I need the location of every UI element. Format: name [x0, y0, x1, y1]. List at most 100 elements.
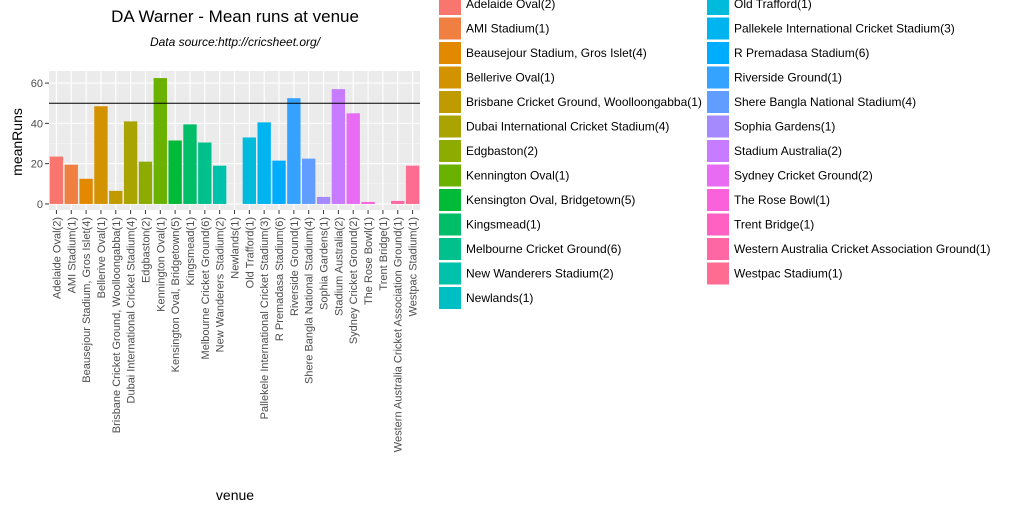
legend-key: [439, 287, 461, 309]
legend-key: [707, 262, 729, 285]
x-tick-label: The Rose Bowl(1): [363, 217, 375, 305]
y-axis-ticks: 0 20 40 60: [31, 78, 49, 211]
legend-key: [707, 164, 729, 187]
legend-label: Western Australia Cricket Association Gr…: [734, 242, 991, 256]
bar: [138, 161, 153, 204]
legend-key: [439, 42, 461, 64]
x-tick-label: Stadium Australia(2): [333, 217, 345, 316]
x-tick-label: Melbourne Cricket Ground(6): [200, 217, 212, 359]
legend-label: Melbourne Cricket Ground(6): [466, 242, 621, 256]
bar: [287, 98, 301, 204]
x-tick-label: Edgbaston(2): [140, 217, 152, 283]
x-tick-label: Newlands(1): [230, 217, 242, 279]
x-tick-label: New Wanderers Stadium(2): [215, 217, 227, 352]
x-tick-label: Dubai International Cricket Stadium(4): [126, 217, 138, 403]
legend-label: Shere Bangla National Stadium(4): [734, 95, 916, 109]
bar: [302, 158, 316, 204]
legend-label: R Premadasa Stadium(6): [734, 46, 869, 60]
legend-key: [707, 238, 729, 260]
x-tick-label: Kennington Oval(1): [155, 217, 167, 312]
legend-label: New Wanderers Stadium(2): [466, 267, 614, 281]
legend-label: Adelaide Oval(2): [466, 0, 555, 11]
legend-label: Kennington Oval(1): [466, 169, 569, 183]
legend-key: [439, 238, 461, 260]
x-tick-label: Bellerive Oval(1): [96, 217, 108, 298]
legend-key: [439, 17, 461, 40]
x-tick-label: Beausejour Stadium, Gros Islet(4): [81, 217, 93, 383]
bar: [49, 156, 64, 204]
bar: [361, 201, 375, 204]
legend-key: [707, 42, 729, 64]
bar: [168, 140, 182, 204]
x-tick-label: Pallekele International Cricket Stadium(…: [259, 217, 271, 419]
chart-subtitle: Data source:http://cricsheet.org/: [150, 35, 322, 49]
x-tick-label: Kensington Oval, Bridgetown(5): [170, 217, 182, 372]
x-axis-ticks: Adelaide Oval(2) AMI Stadium(1) Beausejour…: [51, 210, 420, 452]
x-tick-label: Riverside Ground(1): [289, 217, 301, 316]
y-tick-label: 20: [31, 159, 43, 171]
bar: [316, 196, 331, 204]
legend: Adelaide Oval(2) AMI Stadium(1) Beausejour…: [439, 0, 991, 309]
x-axis-title: venue: [216, 487, 254, 503]
legend-key: [439, 189, 461, 211]
x-tick-label: AMI Stadium(1): [66, 217, 78, 293]
bar: [346, 113, 360, 204]
legend-label: The Rose Bowl(1): [734, 193, 830, 207]
bar: [405, 165, 420, 204]
legend-key: [439, 115, 461, 138]
x-tick-label: Old Trafford(1): [244, 217, 256, 288]
legend-label: Sydney Cricket Ground(2): [734, 169, 873, 183]
legend-label: Riverside Ground(1): [734, 71, 842, 85]
bar: [272, 160, 286, 204]
y-tick-label: 0: [37, 199, 43, 211]
chart-title: DA Warner - Mean runs at venue: [111, 7, 359, 26]
bar: [109, 190, 123, 204]
legend-key: [439, 0, 461, 15]
legend-key: [707, 17, 729, 40]
legend-label: Kingsmead(1): [466, 218, 541, 232]
bars: [49, 78, 420, 204]
legend-label: Newlands(1): [466, 291, 533, 305]
legend-key: [707, 66, 729, 89]
y-axis-title: meanRuns: [9, 108, 25, 176]
legend-key: [439, 66, 461, 89]
x-tick-label: Brisbane Cricket Ground, Woolloongabba(1…: [111, 217, 123, 433]
legend-key: [439, 164, 461, 187]
bar: [153, 78, 167, 204]
x-tick-label: Trent Bridge(1): [378, 217, 390, 291]
legend-key: [707, 140, 729, 162]
legend-label: Brisbane Cricket Ground, Woolloongabba(1…: [466, 95, 702, 109]
bar: [64, 164, 78, 204]
bar: [94, 106, 108, 204]
legend-label: Dubai International Cricket Stadium(4): [466, 120, 669, 134]
bar: [212, 165, 227, 204]
legend-label: Westpac Stadium(1): [734, 267, 843, 281]
legend-key: [707, 115, 729, 138]
legend-key: [707, 91, 729, 113]
legend-label: Stadium Australia(2): [734, 144, 842, 158]
bar: [183, 124, 197, 204]
legend-key: [439, 91, 461, 113]
bar: [391, 200, 405, 204]
bar: [257, 122, 271, 204]
legend-label: Sophia Gardens(1): [734, 120, 835, 134]
bar: [331, 89, 346, 204]
x-tick-label: Western Australia Cricket Association Gr…: [393, 217, 405, 452]
legend-label: Pallekele International Cricket Stadium(…: [734, 22, 955, 36]
legend-label: Old Trafford(1): [734, 0, 812, 11]
bar: [242, 137, 257, 204]
y-tick-label: 60: [31, 78, 43, 90]
legend-label: Bellerive Oval(1): [466, 71, 555, 85]
legend-key: [439, 213, 461, 236]
legend-key: [707, 213, 729, 236]
legend-label: Kensington Oval, Bridgetown(5): [466, 193, 635, 207]
x-tick-label: Sophia Gardens(1): [319, 217, 331, 310]
legend-label: Trent Bridge(1): [734, 218, 814, 232]
legend-key: [707, 0, 729, 15]
legend-key: [439, 140, 461, 162]
legend-key: [439, 262, 461, 285]
x-tick-label: Sydney Cricket Ground(2): [348, 217, 360, 344]
bar: [123, 121, 138, 204]
x-tick-label: Kingsmead(1): [185, 217, 197, 285]
bar: [79, 178, 93, 204]
